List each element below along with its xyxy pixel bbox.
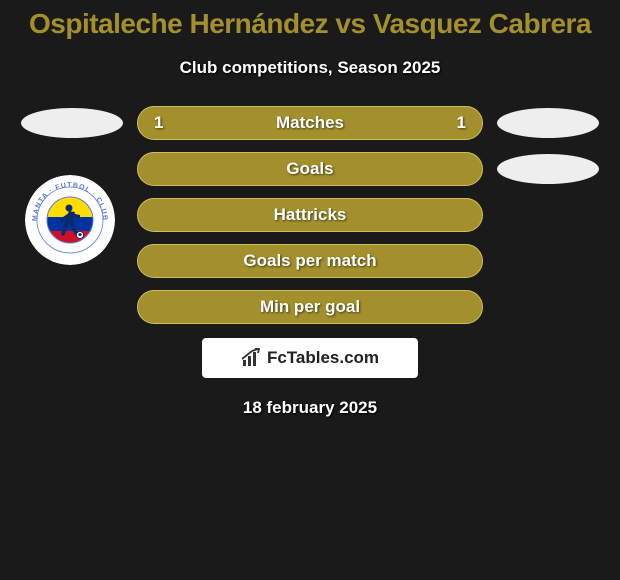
stat-label: Goals per match bbox=[243, 251, 376, 271]
subtitle: Club competitions, Season 2025 bbox=[10, 58, 610, 78]
stat-row: Goals bbox=[10, 152, 610, 186]
chart-icon bbox=[241, 348, 263, 368]
stat-value-right: 1 bbox=[457, 113, 466, 133]
left-spacer bbox=[21, 292, 123, 322]
stat-pill: Min per goal bbox=[137, 290, 483, 324]
brand-box[interactable]: FcTables.com bbox=[202, 338, 418, 378]
stat-label: Matches bbox=[276, 113, 344, 133]
stat-value-left: 1 bbox=[154, 113, 163, 133]
date-text: 18 february 2025 bbox=[10, 398, 610, 418]
club-badge: MANTA · FUTBOL · CLUB bbox=[25, 175, 115, 265]
comparison-card: Ospitaleche Hernández vs Vasquez Cabrera… bbox=[0, 0, 620, 426]
brand-text: FcTables.com bbox=[267, 348, 379, 368]
stat-row: Min per goal bbox=[10, 290, 610, 324]
right-oval bbox=[497, 108, 599, 138]
page-title: Ospitaleche Hernández vs Vasquez Cabrera bbox=[10, 8, 610, 40]
left-oval bbox=[21, 108, 123, 138]
right-spacer bbox=[497, 292, 599, 322]
club-badge-svg: MANTA · FUTBOL · CLUB bbox=[25, 175, 115, 265]
stat-label: Min per goal bbox=[260, 297, 360, 317]
stat-pill: Goals per match bbox=[137, 244, 483, 278]
right-spacer bbox=[497, 246, 599, 276]
stat-pill: Goals bbox=[137, 152, 483, 186]
stat-row: 1 Matches 1 bbox=[10, 106, 610, 140]
right-oval bbox=[497, 154, 599, 184]
right-spacer bbox=[497, 200, 599, 230]
stat-pill: 1 Matches 1 bbox=[137, 106, 483, 140]
stat-pill: Hattricks bbox=[137, 198, 483, 232]
stat-label: Hattricks bbox=[274, 205, 347, 225]
stat-label: Goals bbox=[286, 159, 333, 179]
